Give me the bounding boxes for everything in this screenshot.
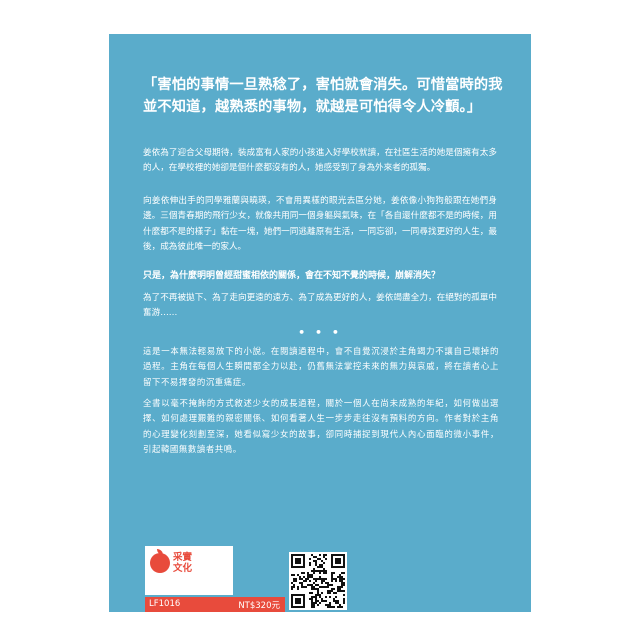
synopsis-question: 只是，為什麼明明曾經甜蜜相依的關係，會在不知不覺的時候，崩解消失？ [143, 271, 441, 281]
section-separator: • • • [298, 326, 342, 339]
publisher-name: 采實 文化 [173, 552, 193, 574]
synopsis-paragraph-2: 向姜依伸出手的同學雅蘭與曉瑛，不會用異樣的眼光去區分她，姜依像小狗狗般跟在她們身… [143, 196, 497, 253]
product-code: LF1016 [149, 599, 181, 609]
price-label: NT$320元 [238, 601, 280, 611]
book-back-cover: 「害怕的事情一旦熟稔了，害怕就會消失。可惜當時的我 並不知道，越熟悉的事物，就越… [109, 34, 531, 612]
pull-quote-line-2: 並不知道，越熟悉的事物，就越是可怕得令人冷顫。」 [143, 99, 482, 115]
apple-leaf-icon [150, 549, 170, 573]
review-paragraph-1: 這是一本無法輕易放下的小說。在閱讀過程中，會不自覺沉浸於主角竭力不讓自己壞掉的過… [143, 346, 499, 387]
synopsis-paragraph-4: 為了不再被拋下、為了走向更遠的遠方、為了成為更好的人，姜依竭盡全力，在絕對的孤單… [143, 293, 497, 319]
pull-quote: 「害怕的事情一旦熟稔了，害怕就會消失。可惜當時的我 並不知道，越熟悉的事物，就越… [143, 74, 503, 118]
product-code-bar: LF1016 NT$320元 [145, 597, 285, 612]
synopsis-paragraph-1: 姜依為了迎合父母期待，裝成富有人家的小孩進入好學校就讀，在社區生活的她是個擁有太… [143, 148, 497, 174]
publisher-logo: 采實 文化 [145, 546, 233, 595]
pull-quote-line-1: 「害怕的事情一旦熟稔了，害怕就會消失。可惜當時的我 [143, 77, 503, 93]
review-paragraph-2: 全書以毫不掩飾的方式敘述少女的成長過程，關於一個人在尚未成熟的年紀，如何做出選擇… [143, 398, 499, 455]
qr-code-icon [289, 552, 347, 610]
